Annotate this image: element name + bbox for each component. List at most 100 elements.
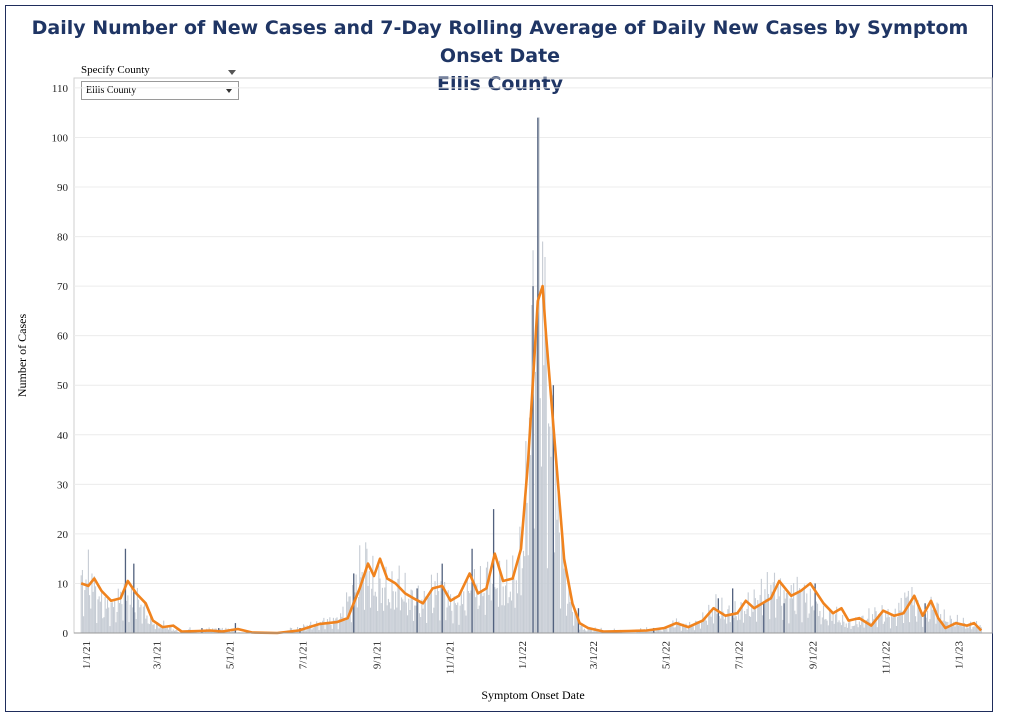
daily-case-bar	[132, 607, 134, 633]
daily-case-bar	[861, 616, 863, 633]
daily-case-bar	[466, 576, 468, 633]
daily-case-bar	[556, 519, 558, 633]
daily-case-bar	[666, 628, 668, 633]
daily-case-bar	[80, 575, 82, 633]
filter-menu-arrow-icon[interactable]	[228, 70, 236, 75]
daily-case-bar	[680, 630, 682, 633]
daily-case-bar	[341, 616, 343, 633]
county-select-value: Ellis County	[86, 85, 137, 96]
daily-case-bar	[398, 565, 400, 633]
daily-case-bar	[122, 620, 124, 633]
daily-case-bar	[586, 631, 588, 633]
daily-case-bar	[481, 592, 483, 633]
daily-case-bar	[659, 627, 661, 633]
daily-case-bar	[461, 604, 464, 633]
daily-case-bar	[463, 591, 465, 633]
daily-case-bar	[740, 602, 742, 633]
x-tick-label: 7/1/21	[297, 641, 309, 669]
daily-case-bar-highlight	[133, 563, 135, 633]
y-tick-label: 110	[52, 83, 69, 95]
daily-case-bar	[567, 603, 569, 633]
daily-case-bar	[813, 610, 815, 633]
daily-case-bar	[748, 616, 750, 633]
daily-case-bar	[922, 626, 924, 633]
daily-case-bar	[86, 583, 88, 633]
daily-case-bar	[570, 596, 572, 633]
daily-case-bar	[558, 532, 560, 633]
daily-case-bar	[160, 628, 162, 633]
daily-case-bar	[319, 622, 321, 633]
daily-case-bar	[906, 596, 908, 633]
daily-case-bar	[825, 618, 827, 633]
daily-case-bar	[386, 605, 388, 633]
daily-case-bar	[648, 631, 650, 633]
daily-case-bar	[121, 604, 123, 633]
daily-case-bar	[410, 589, 412, 633]
x-tick-label: 1/1/21	[81, 641, 93, 669]
daily-case-bar	[785, 592, 788, 633]
daily-case-bar	[93, 576, 95, 633]
daily-case-bar	[111, 602, 113, 633]
daily-case-bar	[746, 608, 748, 633]
daily-case-bar	[760, 578, 762, 633]
daily-case-bar	[790, 585, 792, 633]
daily-case-bar	[589, 629, 591, 633]
daily-case-bar	[422, 608, 424, 633]
daily-case-bar	[561, 536, 563, 633]
daily-case-bar	[918, 609, 920, 633]
daily-case-bar	[913, 597, 915, 633]
daily-case-bar	[540, 466, 542, 633]
daily-case-bar	[557, 487, 559, 633]
daily-case-bar	[699, 628, 701, 633]
daily-case-bar	[977, 626, 979, 633]
daily-case-bar	[464, 610, 466, 633]
daily-case-bar	[457, 602, 459, 633]
daily-case-bar	[764, 589, 766, 633]
county-select[interactable]: Ellis County	[81, 81, 239, 100]
daily-case-bar	[533, 528, 535, 633]
daily-case-bar	[325, 624, 327, 633]
daily-case-bar	[667, 631, 669, 633]
daily-case-bar	[144, 600, 146, 633]
daily-case-bar	[503, 605, 505, 633]
daily-case-bar	[393, 609, 395, 633]
daily-case-bar	[155, 623, 158, 633]
daily-case-bar	[771, 591, 773, 633]
daily-case-bar	[374, 591, 376, 633]
daily-case-bar	[837, 622, 839, 633]
daily-case-bar	[811, 606, 813, 633]
daily-case-bar	[818, 616, 820, 633]
daily-case-bar	[722, 611, 724, 633]
daily-case-bar	[487, 561, 489, 633]
daily-case-bar	[546, 568, 548, 633]
daily-case-bar	[331, 628, 333, 633]
daily-case-bar	[336, 617, 338, 633]
daily-case-bar	[170, 626, 172, 633]
daily-case-bar	[703, 620, 705, 633]
daily-case-bar	[126, 600, 128, 633]
daily-case-bar	[314, 626, 317, 633]
daily-case-bar	[371, 588, 373, 633]
daily-case-bar	[488, 594, 490, 633]
daily-case-bar	[429, 593, 431, 633]
daily-case-bar	[745, 614, 747, 633]
daily-case-bar	[775, 617, 777, 633]
daily-case-bar	[420, 617, 422, 633]
daily-case-bar	[415, 605, 417, 633]
x-tick-label: 1/1/23	[954, 641, 966, 670]
daily-case-bar-highlight	[763, 603, 765, 633]
daily-case-bar	[971, 629, 973, 633]
daily-case-bar	[426, 622, 428, 633]
daily-case-bar	[807, 617, 809, 633]
daily-case-bar	[575, 613, 577, 633]
daily-case-bar	[978, 629, 980, 633]
daily-case-bar	[894, 608, 896, 633]
daily-case-bar	[893, 615, 895, 633]
daily-case-bar	[544, 256, 546, 633]
daily-case-bar	[800, 591, 802, 633]
daily-case-bar	[551, 395, 553, 633]
daily-case-bar	[346, 592, 348, 633]
daily-case-bar	[451, 610, 453, 633]
daily-case-bar	[166, 626, 168, 633]
daily-case-bar-highlight	[234, 623, 237, 633]
